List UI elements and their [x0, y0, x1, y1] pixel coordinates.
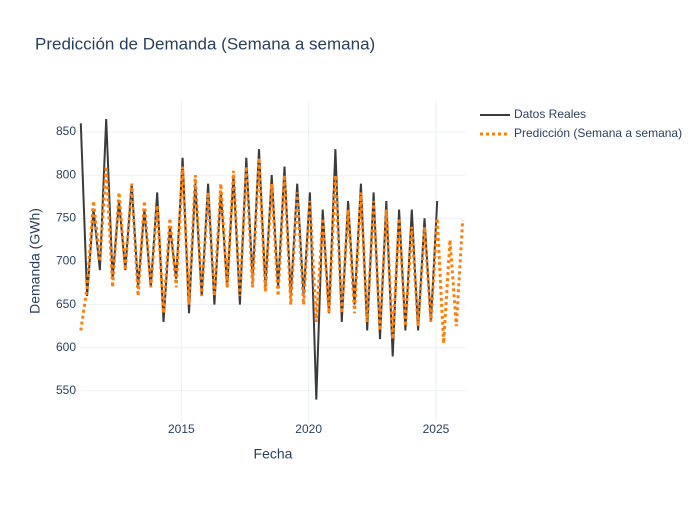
x-tick-label: 2020: [295, 422, 322, 436]
x-tick-label: 2015: [168, 422, 195, 436]
y-tick-label: 850: [56, 124, 76, 138]
y-axis-label: Demanda (GWh): [27, 208, 43, 314]
y-tick-label: 750: [56, 210, 76, 224]
y-tick-label: 700: [56, 254, 76, 268]
x-axis-label: Fecha: [254, 446, 293, 462]
x-tick-label: 2025: [423, 422, 450, 436]
y-tick-label: 600: [56, 340, 76, 354]
y-tick-label: 800: [56, 167, 76, 181]
y-tick-label: 650: [56, 297, 76, 311]
y-tick-label: 550: [56, 383, 76, 397]
legend-label: Predicción (Semana a semana): [514, 126, 682, 140]
chart-title: Predicción de Demanda (Semana a semana): [35, 34, 375, 53]
legend-label: Datos Reales: [514, 107, 586, 121]
